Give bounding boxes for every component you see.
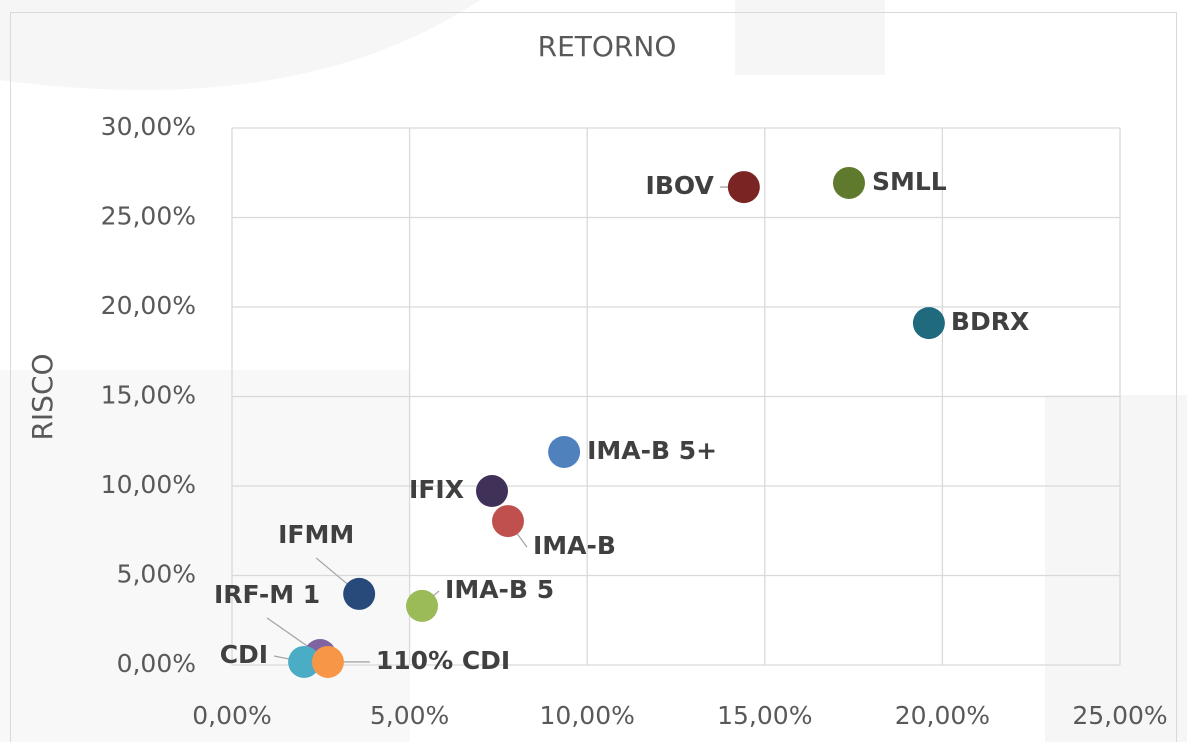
x-tick-label: 0,00% [192, 701, 271, 730]
point [476, 475, 509, 508]
point-label: IMA-B 5+ [587, 436, 717, 465]
point [311, 645, 344, 678]
point [343, 577, 376, 610]
point-label: IMA-B [533, 531, 616, 560]
y-tick-label: 20,00% [101, 291, 196, 320]
point-label: IFIX [409, 475, 464, 504]
point-label: BDRX [951, 307, 1029, 336]
point-label: IBOV [646, 171, 715, 200]
y-tick-label: 25,00% [101, 202, 196, 231]
chart-border [10, 12, 1177, 742]
y-tick-label: 5,00% [117, 560, 196, 589]
point-label: 110% CDI [376, 646, 510, 675]
watermark [0, 0, 480, 90]
point [491, 505, 524, 538]
y-tick-label: 30,00% [101, 112, 196, 141]
x-tick-label: 25,00% [1072, 701, 1167, 730]
point-label: SMLL [872, 167, 947, 196]
point [288, 645, 321, 678]
point [912, 307, 945, 340]
point [832, 166, 865, 199]
point-label: CDI [220, 640, 268, 669]
x-tick-label: 15,00% [717, 701, 812, 730]
watermark [1045, 395, 1187, 742]
point [548, 435, 581, 468]
x-tick-label: 10,00% [540, 701, 635, 730]
y-tick-label: 10,00% [101, 470, 196, 499]
y-tick-label: 0,00% [117, 649, 196, 678]
y-tick-label: 15,00% [101, 381, 196, 410]
x-tick-label: 20,00% [895, 701, 990, 730]
watermark [0, 370, 410, 742]
y-axis-title: RISCO [26, 353, 59, 440]
point-label: IRF-M 1 [214, 580, 320, 609]
x-tick-label: 5,00% [370, 701, 449, 730]
point-label: IFMM [278, 520, 354, 549]
point-label: IMA-B 5 [445, 575, 554, 604]
point [406, 589, 439, 622]
chart-title: RETORNO [538, 30, 677, 63]
point [727, 171, 760, 204]
watermark [735, 0, 885, 75]
